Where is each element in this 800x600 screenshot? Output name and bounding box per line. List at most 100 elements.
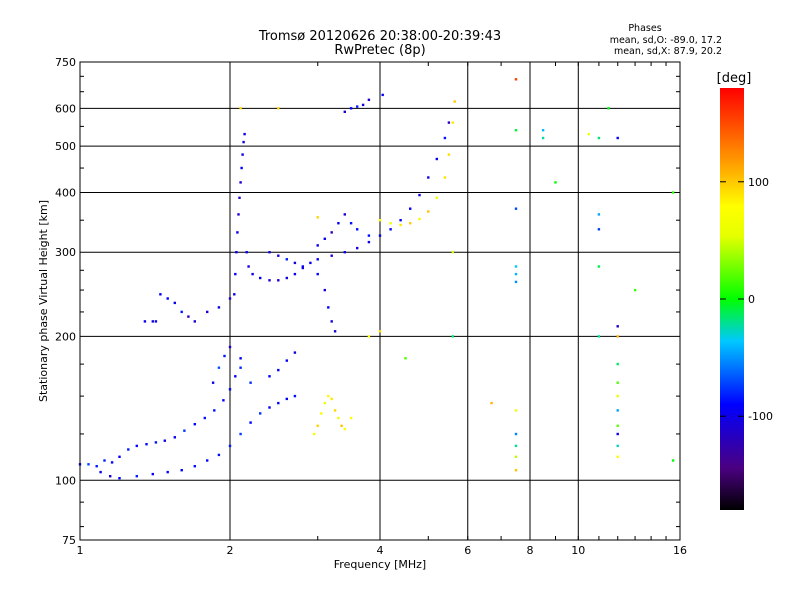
data-point <box>337 416 340 420</box>
data-point <box>277 254 280 257</box>
data-point <box>316 258 319 261</box>
colorbar-tick-label: 100 <box>748 176 769 189</box>
data-point <box>333 409 337 412</box>
data-point <box>356 105 359 108</box>
data-point <box>343 427 346 431</box>
data-point <box>671 191 675 194</box>
data-point <box>514 432 518 436</box>
data-point <box>285 258 288 261</box>
data-point <box>597 136 601 140</box>
data-point <box>118 455 121 458</box>
data-point <box>180 469 183 472</box>
data-point <box>187 315 190 318</box>
data-point <box>541 129 545 132</box>
data-point <box>268 251 271 254</box>
data-point <box>330 254 333 257</box>
data-point <box>166 297 169 300</box>
data-point <box>243 132 246 136</box>
data-point <box>451 335 454 338</box>
data-point <box>143 320 147 323</box>
x-axis-label: Frequency [MHz] <box>334 558 426 571</box>
data-point <box>447 121 451 124</box>
data-point <box>389 222 392 225</box>
data-point <box>193 320 196 323</box>
data-point <box>245 251 248 254</box>
data-point <box>217 366 221 369</box>
data-point <box>427 176 430 179</box>
x-tick-label: 10 <box>571 544 585 557</box>
data-point <box>268 406 271 409</box>
data-point <box>239 366 242 369</box>
stats-x: mean, sd,X: 87.9, 20.2 <box>614 46 722 57</box>
y-axis-label: Stationary phase Virtual Height [km] <box>37 200 50 402</box>
data-point <box>180 310 183 314</box>
data-point <box>127 448 130 451</box>
data-point <box>361 103 365 107</box>
data-point <box>378 330 382 333</box>
data-point <box>249 421 252 424</box>
data-point <box>337 222 340 225</box>
data-point <box>323 288 326 292</box>
data-point <box>159 293 162 296</box>
data-point <box>367 335 371 338</box>
data-point <box>340 424 343 427</box>
data-point <box>349 222 353 225</box>
data-point <box>418 217 421 221</box>
data-point <box>514 280 518 284</box>
data-point <box>109 475 112 478</box>
data-point <box>418 193 421 197</box>
data-point <box>343 251 346 254</box>
data-point <box>323 237 326 240</box>
data-point <box>301 265 304 268</box>
data-point <box>251 272 254 276</box>
data-point <box>203 416 206 420</box>
data-point <box>514 265 518 268</box>
data-point <box>242 140 245 144</box>
data-point <box>206 310 209 314</box>
data-point <box>316 272 319 276</box>
data-point <box>514 78 518 81</box>
data-point <box>343 110 346 113</box>
data-point <box>435 196 438 199</box>
data-point <box>95 465 98 468</box>
data-point <box>301 266 304 270</box>
data-point <box>409 207 412 210</box>
data-point <box>259 412 262 415</box>
data-point <box>514 409 518 412</box>
x-tick-label: 2 <box>227 544 234 557</box>
data-point <box>228 297 232 300</box>
y-tick-label: 300 <box>55 246 76 259</box>
data-point <box>277 368 280 372</box>
data-point <box>312 432 316 436</box>
data-point <box>399 223 402 227</box>
data-point <box>233 293 236 296</box>
data-point <box>356 246 359 250</box>
stats-o: mean, sd,O: -89.0, 17.2 <box>610 35 722 46</box>
y-tick-label: 75 <box>62 534 76 547</box>
chart-subtitle: RwPretec (8p) <box>334 43 425 58</box>
data-point <box>239 107 242 110</box>
data-point <box>554 181 557 184</box>
data-point <box>514 207 518 210</box>
data-point <box>330 320 333 323</box>
data-point <box>451 251 454 254</box>
data-point <box>316 244 319 247</box>
data-point <box>399 219 402 222</box>
y-axis: 75 100 200 300 400 500 600 750 <box>55 56 680 547</box>
data-point <box>206 459 209 462</box>
data-point <box>135 444 138 448</box>
data-point <box>671 459 675 462</box>
data-point <box>135 475 138 478</box>
data-point <box>217 306 221 309</box>
data-point <box>447 153 451 156</box>
data-point <box>616 381 619 384</box>
data-point <box>247 265 250 268</box>
data-point <box>514 455 518 458</box>
data-point <box>293 272 297 276</box>
y-tick-label: 100 <box>55 474 76 487</box>
data-point <box>327 394 330 398</box>
chart-title: Tromsø 20120626 20:38:00-20:39:43 <box>258 29 501 44</box>
data-point <box>616 455 619 458</box>
data-point <box>163 439 166 442</box>
